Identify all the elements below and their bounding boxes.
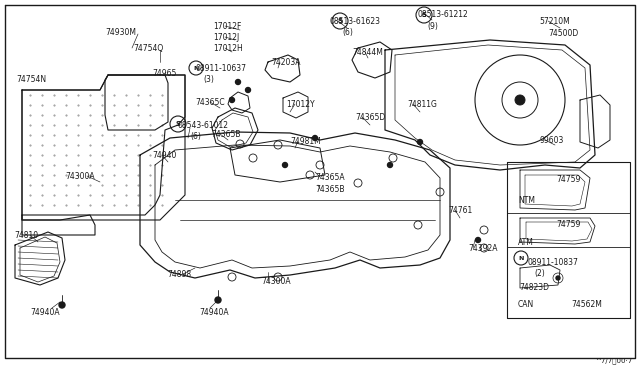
- Text: 74300A: 74300A: [261, 277, 291, 286]
- Text: 74940: 74940: [152, 151, 177, 160]
- Text: (3): (3): [203, 75, 214, 84]
- Text: (6): (6): [342, 28, 353, 37]
- Text: S: S: [175, 121, 180, 127]
- Text: 74300A: 74300A: [65, 172, 95, 181]
- Text: 74810: 74810: [14, 231, 38, 240]
- Text: 74562M: 74562M: [571, 300, 602, 309]
- Text: 17012J: 17012J: [213, 33, 239, 42]
- Text: 74365D: 74365D: [355, 113, 385, 122]
- Circle shape: [59, 302, 65, 308]
- Text: 74392A: 74392A: [468, 244, 497, 253]
- Text: NTM: NTM: [518, 196, 535, 205]
- Text: 74844M: 74844M: [352, 48, 383, 57]
- Text: CAN: CAN: [518, 300, 534, 309]
- Text: 74365C: 74365C: [195, 98, 225, 107]
- Text: (9): (9): [427, 22, 438, 31]
- Text: 17012H: 17012H: [213, 44, 243, 53]
- Text: (6): (6): [190, 132, 201, 141]
- Text: 74759: 74759: [556, 220, 580, 229]
- Text: 08911-10637: 08911-10637: [195, 64, 246, 73]
- Text: 74365B: 74365B: [211, 130, 241, 139]
- Text: 08513-61212: 08513-61212: [418, 10, 468, 19]
- Text: 74823D: 74823D: [519, 283, 549, 292]
- Text: 74940A: 74940A: [30, 308, 60, 317]
- Circle shape: [236, 80, 241, 84]
- Text: 74754N: 74754N: [16, 75, 46, 84]
- Circle shape: [215, 297, 221, 303]
- Text: 74759: 74759: [556, 175, 580, 184]
- Circle shape: [556, 276, 560, 280]
- Circle shape: [387, 163, 392, 167]
- Text: 74203A: 74203A: [271, 58, 301, 67]
- Circle shape: [476, 237, 481, 243]
- Text: S: S: [422, 12, 426, 18]
- Text: 08543-61012: 08543-61012: [178, 121, 229, 130]
- Text: 74898: 74898: [167, 270, 191, 279]
- Text: 74500D: 74500D: [548, 29, 579, 38]
- Text: 74365B: 74365B: [315, 185, 344, 194]
- Text: (2): (2): [534, 269, 545, 278]
- Text: 08911-10837: 08911-10837: [527, 258, 578, 267]
- Text: 74930M: 74930M: [105, 28, 136, 37]
- Text: 74761: 74761: [448, 206, 472, 215]
- Text: 74940A: 74940A: [199, 308, 228, 317]
- Text: ATM: ATM: [518, 238, 534, 247]
- Circle shape: [515, 95, 525, 105]
- Text: 74365A: 74365A: [315, 173, 344, 182]
- Circle shape: [230, 97, 234, 103]
- Text: 99603: 99603: [540, 136, 564, 145]
- Text: 74981M: 74981M: [290, 137, 321, 146]
- Circle shape: [282, 163, 287, 167]
- Text: N: N: [518, 256, 524, 260]
- Circle shape: [312, 135, 317, 141]
- Text: 74965: 74965: [152, 69, 177, 78]
- Text: 17012F: 17012F: [213, 22, 241, 31]
- Text: 08513-61623: 08513-61623: [329, 17, 380, 26]
- Text: 57210M: 57210M: [539, 17, 570, 26]
- Text: S: S: [337, 18, 342, 24]
- Text: 74811G: 74811G: [407, 100, 437, 109]
- Text: 17012Y: 17012Y: [286, 100, 315, 109]
- Circle shape: [246, 87, 250, 93]
- Text: ^7/7、00·7: ^7/7、00·7: [595, 357, 632, 364]
- Text: N: N: [193, 65, 198, 71]
- Text: 74754Q: 74754Q: [133, 44, 163, 53]
- Circle shape: [417, 140, 422, 144]
